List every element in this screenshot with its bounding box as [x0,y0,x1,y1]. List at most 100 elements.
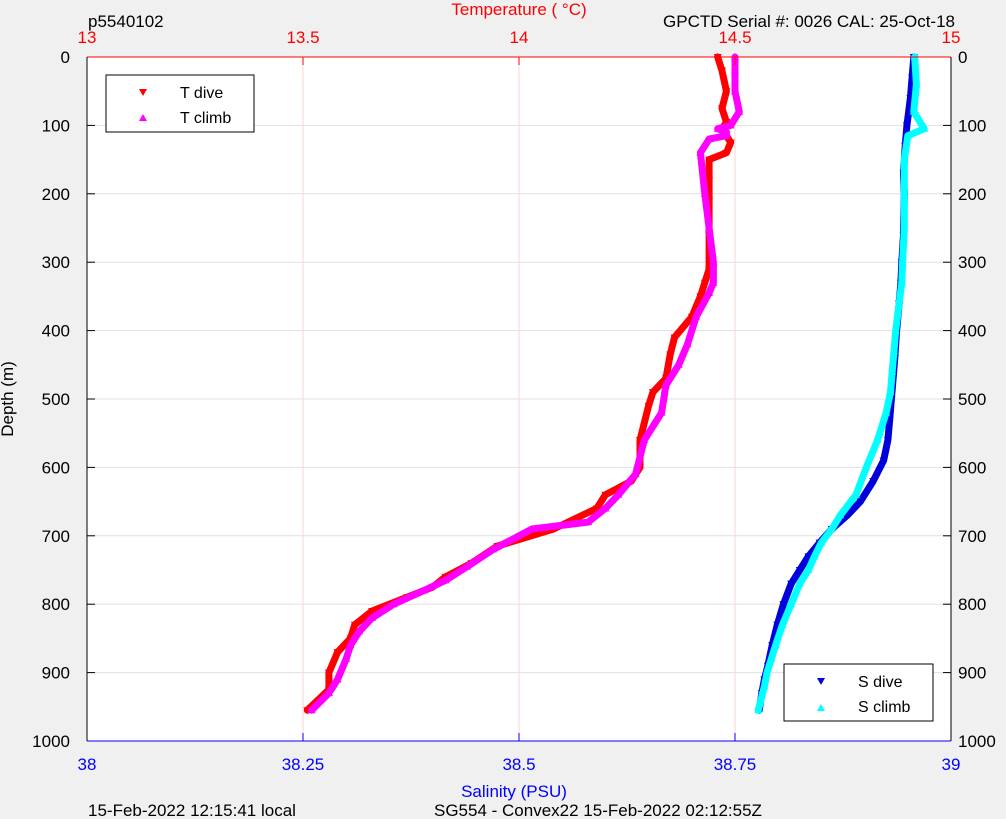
depth-tick-label-right: 1000 [958,732,996,751]
data-point-t-climb [674,360,683,368]
data-point-t-dive [368,608,377,616]
depth-axis-title: Depth (m) [0,361,17,437]
data-point-s-climb [882,408,891,416]
data-point-t-climb [342,654,351,662]
legend-s-dive-label: S dive [858,674,903,691]
data-point-t-dive [696,293,705,301]
header-profile-id: p5540102 [88,12,164,31]
data-point-s-climb [920,124,929,132]
data-point-t-climb [527,524,536,532]
data-point-s-dive [787,580,796,588]
legend-s-climb-label: S climb [858,699,911,716]
legend-t-dive-marker [139,89,147,96]
data-point-t-climb [614,490,623,498]
data-point-s-climb [787,600,796,608]
depth-tick-label-left: 600 [42,458,70,477]
depth-tick-label-right: 300 [958,253,986,272]
data-point-s-climb [900,224,909,231]
series-line-s-climb [754,53,928,714]
depth-tick-label-right: 200 [958,185,986,204]
data-point-t-climb [735,107,744,115]
data-point-t-dive [648,389,657,397]
data-point-s-climb [778,620,787,628]
data-point-t-dive [644,402,653,410]
data-point-t-climb [709,278,718,286]
data-point-t-climb [683,340,692,348]
legend-s-dive-marker [817,678,825,685]
data-point-s-climb [827,524,836,532]
data-point-t-climb [705,224,714,231]
legend-t-climb-label: T climb [180,110,231,127]
data-point-s-climb [836,511,845,519]
data-point-t-climb [324,689,333,697]
temperature-axis-title: Temperature ( °C) [451,0,586,19]
data-point-t-climb [657,408,666,416]
data-point-t-climb [441,576,450,584]
temp-tick-label: 14.5 [718,28,751,47]
series-layer [303,53,929,715]
data-point-t-climb [705,135,714,143]
data-point-t-climb [713,124,722,132]
data-point-t-climb [355,627,364,635]
data-point-t-dive [670,334,679,342]
data-point-s-climb [756,695,765,703]
data-point-t-dive [592,505,601,513]
salinity-axis-title: Salinity (PSU) [461,782,567,801]
legend-s-climb-marker [817,704,825,711]
data-point-t-climb [346,641,355,649]
data-point-t-climb [333,675,342,683]
depth-tick-label-left: 700 [42,527,70,546]
axes-frame [86,56,952,742]
data-point-s-climb [862,463,871,471]
temp-tick-label: 14 [510,28,529,47]
data-point-s-climb [771,641,780,649]
data-point-t-climb [696,148,705,156]
data-point-t-dive [333,649,342,657]
data-point-t-climb [731,66,739,74]
data-point-s-dive [883,437,892,445]
depth-tick-label-right: 0 [958,48,967,67]
data-point-t-climb [709,258,718,266]
legend-t-climb-marker [139,114,147,121]
data-point-t-climb [307,706,316,714]
data-point-t-climb [463,562,472,570]
depth-tick-label-left: 400 [42,322,70,341]
data-point-s-climb [888,367,897,375]
data-point-t-dive [722,118,731,126]
data-point-t-dive [350,621,359,629]
depth-tick-label-left: 500 [42,390,70,409]
depth-tick-label-left: 300 [42,253,70,272]
data-point-s-climb [810,552,819,560]
data-point-s-climb [795,579,804,587]
salinity-legend: S dive S climb [783,663,934,722]
data-point-s-climb [886,388,895,396]
depth-tick-label-left: 800 [42,595,70,614]
data-point-s-climb [909,107,918,115]
data-point-s-climb [898,258,907,266]
data-point-s-climb [851,490,860,498]
depth-tick-label-left: 0 [61,48,70,67]
data-point-t-climb [661,381,670,389]
depth-tick-label-right: 800 [958,595,986,614]
data-point-s-dive [869,478,878,486]
salinity-tick-label: 38.75 [714,755,757,774]
data-point-s-climb [804,566,813,573]
footer-mission-info: SG554 - Convex22 15-Feb-2022 02:12:55Z [434,801,762,819]
salinity-tick-label: 38.5 [502,755,535,774]
data-point-t-dive [718,67,727,75]
depth-tick-label-left: 200 [42,185,70,204]
data-point-t-dive [705,177,714,185]
data-point-s-climb [891,326,900,334]
depth-tick-label-left: 900 [42,664,70,683]
data-point-t-climb [731,87,739,95]
data-point-t-dive [324,669,333,677]
legend-t-dive-label: T dive [180,85,223,102]
footer-local-time: 15-Feb-2022 12:15:41 local [88,801,296,819]
depth-tick-label-right: 100 [958,116,986,135]
series-t-climb [307,53,744,714]
data-point-t-dive [700,279,709,287]
data-point-t-dive [705,156,714,164]
data-point-s-climb [903,131,912,139]
